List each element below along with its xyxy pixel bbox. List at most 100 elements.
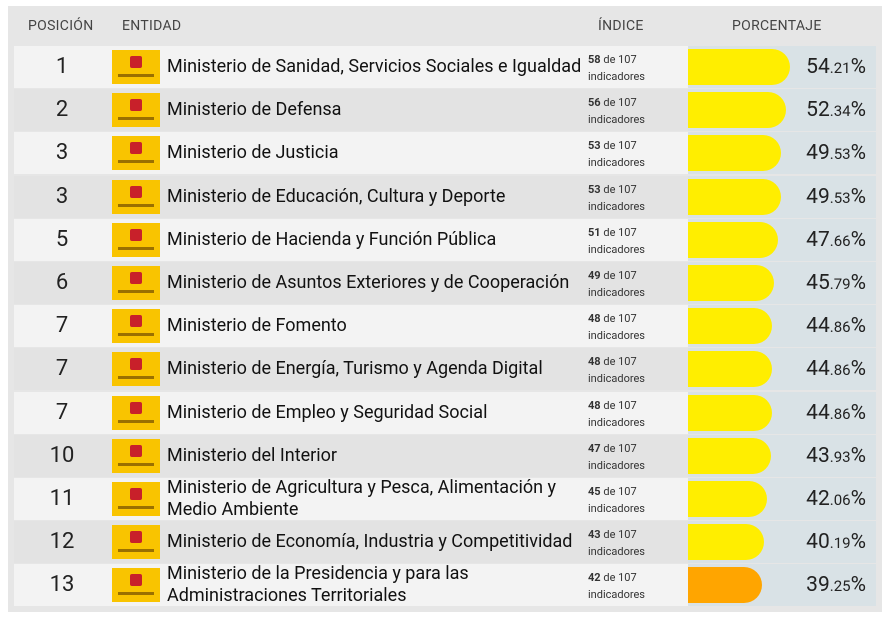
count: 48 [588,398,601,412]
ministry-logo [112,438,160,473]
entity-name: Ministerio de Agricultura y Pesca, Alime… [167,477,557,520]
entity-name: Ministerio de Sanidad, Servicios Sociale… [167,56,582,77]
count: 48 [588,355,601,369]
unit: indicadores [588,242,645,256]
position: 13 [49,572,75,598]
total: de 107 [603,53,637,66]
position: 1 [55,54,69,79]
header-percentage: PORCENTAJE [732,18,822,34]
ministry-logo [112,136,160,171]
percentage-cell: 45.79% [688,262,876,304]
count: 48 [588,312,601,326]
total: de 107 [603,96,637,110]
percentage-bar [688,394,773,431]
count: 53 [588,139,601,153]
header-index: ÍNDICE [598,18,644,34]
table-row: 6 Ministerio de Asuntos Exteriores y de C… [14,262,876,304]
total: de 107 [603,269,637,282]
position: 6 [55,270,69,295]
percentage: 45.79% [806,271,866,295]
percentage-cell: 52.34% [688,89,876,132]
percentage-cell: 43.93% [688,434,876,477]
percentage-bar [688,308,773,345]
entity-name: Ministerio de Justicia [167,142,339,164]
percentage-cell: 44.86% [688,348,876,391]
unit: indicadores [588,70,645,83]
position: 3 [55,140,69,166]
percentage-bar [688,135,782,172]
percentage-bar [688,437,771,474]
unit: indicadores [588,545,645,559]
percentage-cell: 49.53% [688,175,876,218]
percentage-cell: 42.06% [688,478,876,520]
unit: indicadores [588,286,645,299]
percentage-cell: 39.25% [688,564,876,607]
count: 49 [588,269,601,282]
index: 51 de 107 indicadores [588,224,645,258]
entity-name: Ministerio de Economía, Industria y Comp… [167,531,573,553]
index: 48 de 107 indicadores [588,397,645,431]
count: 43 [588,528,601,542]
total: de 107 [603,312,637,326]
unit: indicadores [588,502,645,515]
position: 11 [49,486,75,511]
table-row: 12 Ministerio de Economía, Industria y Co… [14,521,876,564]
entity-name: Ministerio de Energía, Turismo y Agenda … [167,358,543,380]
total: de 107 [603,571,637,585]
position: 7 [55,356,69,382]
table-row: 1 Ministerio de Sanidad, Servicios Social… [14,46,876,88]
table-row: 13 Ministerio de la Presidencia y para la… [14,563,876,607]
unit: indicadores [588,113,645,127]
total: de 107 [603,225,637,239]
position: 5 [55,226,69,252]
percentage: 54.21% [806,55,866,79]
percentage: 43.93% [806,443,866,468]
total: de 107 [603,139,637,153]
unit: indicadores [588,372,645,386]
index: 48 de 107 indicadores [588,310,645,344]
ministry-logo [112,93,160,128]
table-row: 10 Ministerio del Interior 47 de 107 indica… [14,434,876,477]
entity-name: Ministerio de Defensa [167,99,342,121]
count: 51 [588,225,601,239]
percentage-bar [688,567,762,604]
position: 2 [55,97,69,123]
position: 10 [49,442,75,468]
unit: indicadores [588,415,645,429]
ministry-logo [112,352,160,387]
index: 48 de 107 indicadores [588,353,645,387]
percentage-cell: 40.19% [688,521,876,564]
position: 3 [55,183,69,209]
percentage: 44.86% [806,400,866,425]
percentage-cell: 44.86% [688,305,876,348]
percentage-cell: 47.66% [688,218,876,261]
count: 45 [588,485,601,498]
percentage: 52.34% [806,98,866,123]
table-row: 7 Ministerio de Empleo y Seguridad Social… [14,391,876,434]
percentage: 40.19% [806,530,866,555]
percentage-bar [688,221,778,258]
unit: indicadores [588,458,645,472]
entity-name: Ministerio de Fomento [167,315,347,337]
percentage: 49.53% [806,184,866,209]
index: 56 de 107 indicadores [588,94,645,128]
ministry-logo [112,266,160,300]
percentage-bar [688,178,782,215]
table-row: 2 Ministerio de Defensa 56 de 107 indicador… [14,89,876,132]
percentage-cell: 54.21% [688,46,876,88]
index: 53 de 107 indicadores [588,181,645,215]
total: de 107 [603,528,637,542]
ministry-logo [112,179,160,214]
percentage-bar [688,265,775,301]
entity-name: Ministerio de Empleo y Seguridad Social [167,401,488,423]
table-row: 11 Ministerio de Agricultura y Pesca, Ali… [14,477,876,520]
ministry-logo [112,395,160,430]
percentage-cell: 44.86% [688,391,876,434]
unit: indicadores [588,588,645,602]
position: 12 [49,529,75,555]
table-row: 7 Ministerio de Fomento 48 de 107 indicador… [14,305,876,348]
index: 58 de 107 indicadores [588,51,645,85]
percentage-bar [688,524,764,561]
percentage: 39.25% [806,573,866,598]
entity-name: Ministerio del Interior [167,444,337,466]
